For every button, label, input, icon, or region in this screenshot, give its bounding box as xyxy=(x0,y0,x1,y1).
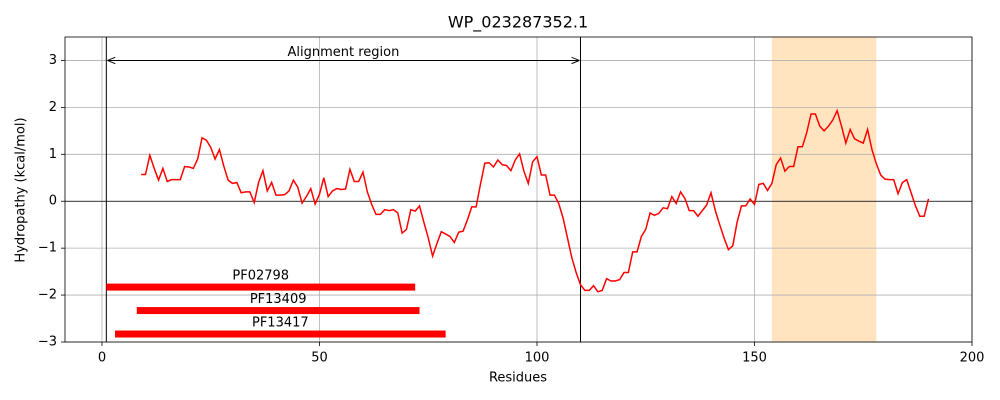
domain-bar xyxy=(136,307,420,315)
domain-bar xyxy=(115,330,446,338)
chart-title: WP_023287352.1 xyxy=(448,13,588,33)
y-tick-label: −2 xyxy=(38,288,57,303)
shaded-region xyxy=(771,37,877,342)
y-tick-label: 2 xyxy=(49,100,57,115)
x-axis-label: Residues xyxy=(489,371,547,386)
x-tick-label: 150 xyxy=(742,351,767,366)
domain-label: PF02798 xyxy=(232,269,289,284)
y-axis-label: Hydropathy (kcal/mol) xyxy=(14,117,29,262)
plot-layer: Alignment region PF02798 PF13409 PF13417 xyxy=(65,37,973,343)
plot-frame xyxy=(64,36,973,343)
y-tick-label: 0 xyxy=(49,194,57,209)
domain-label: PF13417 xyxy=(252,316,309,331)
annotation-text: Alignment region xyxy=(287,45,399,60)
x-tick-label: 100 xyxy=(525,351,550,366)
y-tick-label: −1 xyxy=(38,241,57,256)
x-tick-label: 200 xyxy=(960,351,985,366)
y-tick-label: 3 xyxy=(49,53,57,68)
x-tick-label: 0 xyxy=(98,351,106,366)
domain-bar xyxy=(106,283,416,291)
x-tick-label: 50 xyxy=(311,351,328,366)
y-tick-label: 1 xyxy=(49,147,57,162)
domain-label: PF13409 xyxy=(250,292,307,307)
y-tick-label: −3 xyxy=(38,335,57,350)
hydropathy-line xyxy=(141,108,930,293)
